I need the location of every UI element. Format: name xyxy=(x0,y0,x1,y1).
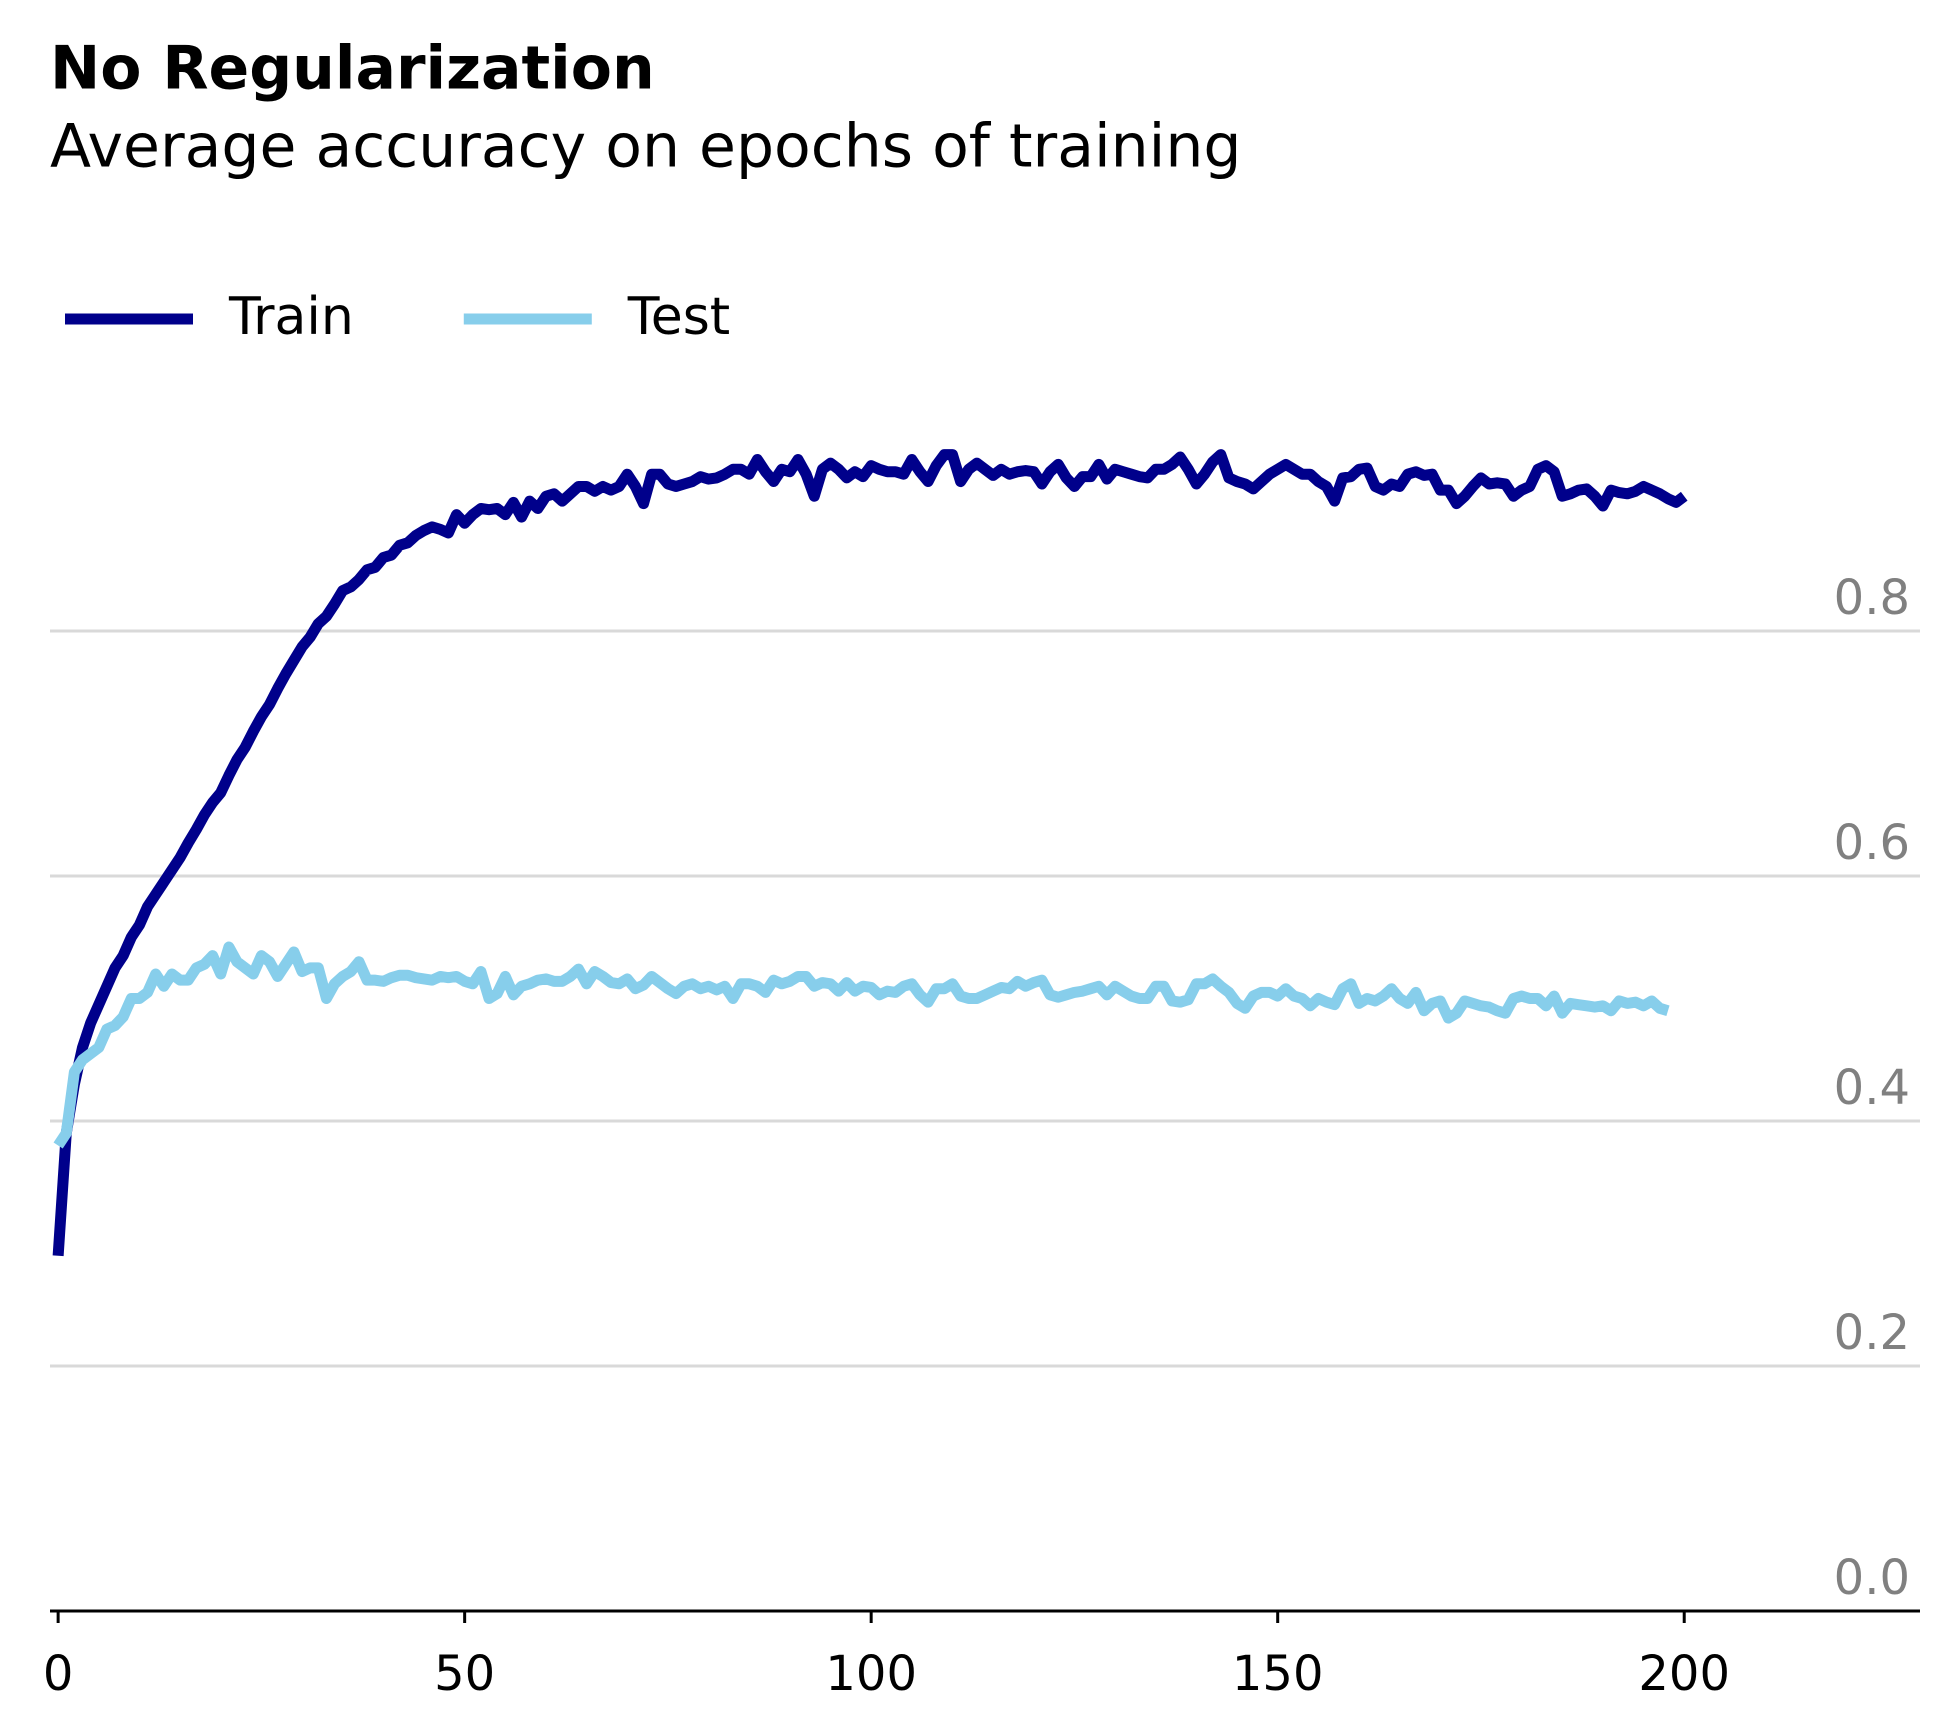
chart-subtitle: Average accuracy on epochs of training xyxy=(50,112,1241,182)
x-tick-label: 100 xyxy=(825,1646,917,1702)
y-tick-label: 0.8 xyxy=(1834,570,1910,626)
legend-label: Train xyxy=(228,287,354,347)
x-tick-label: 0 xyxy=(43,1646,74,1702)
x-tick-label: 150 xyxy=(1232,1646,1324,1702)
y-tick-label: 0.0 xyxy=(1834,1550,1910,1606)
legend-label: Test xyxy=(627,287,730,347)
x-tick-label: 200 xyxy=(1638,1646,1730,1702)
series-line xyxy=(53,941,1670,1149)
series-line xyxy=(52,449,1688,1257)
chart-title: No Regularization xyxy=(50,34,655,104)
y-tick-label: 0.4 xyxy=(1834,1060,1910,1116)
x-tick-label: 50 xyxy=(434,1646,495,1702)
y-tick-label: 0.2 xyxy=(1834,1305,1910,1361)
y-tick-label: 0.6 xyxy=(1834,815,1910,871)
